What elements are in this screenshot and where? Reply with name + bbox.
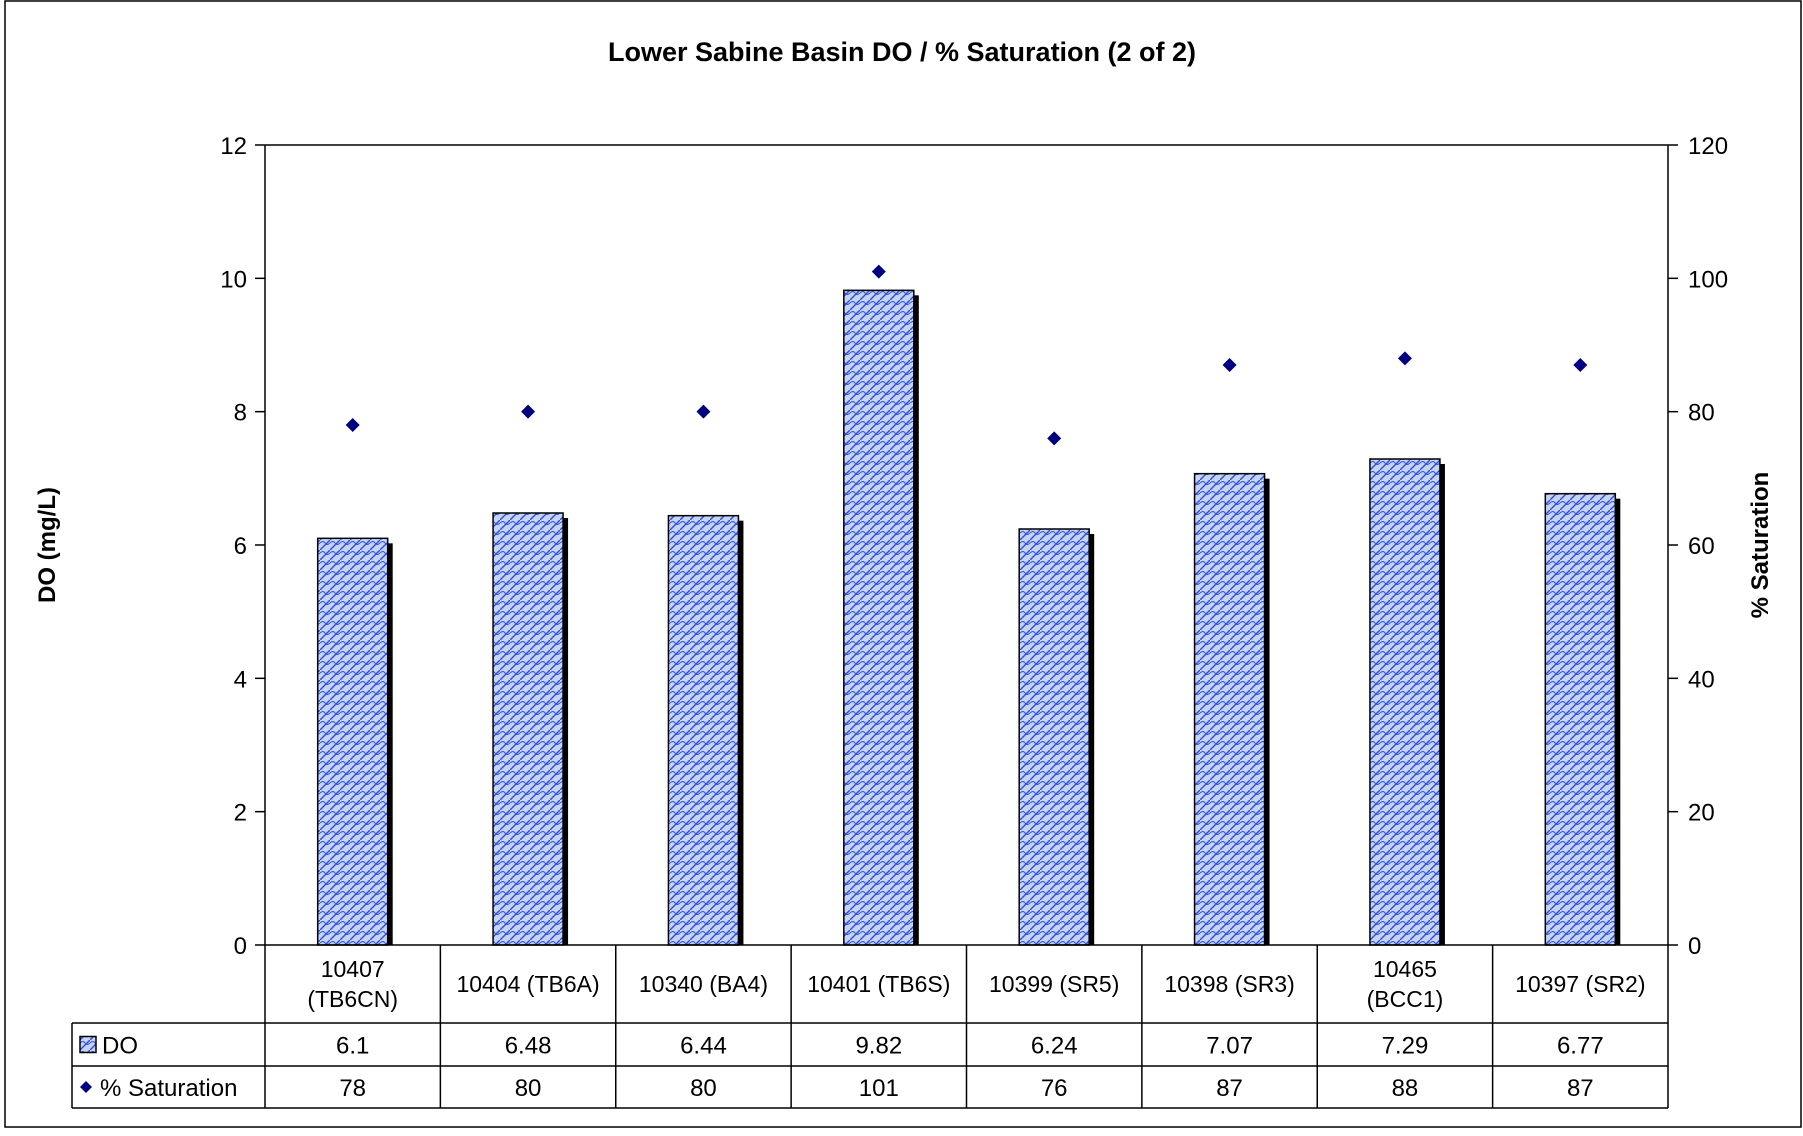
legend-label-do: DO (102, 1033, 138, 1060)
table-value-do: 6.24 (1031, 1033, 1078, 1060)
y-tick-label-right: 120 (1688, 133, 1728, 160)
category-label: 10404 (TB6A) (456, 971, 599, 997)
category-label: (BCC1) (1367, 986, 1444, 1012)
bar-do (843, 289, 915, 946)
table-value-do: 7.07 (1206, 1033, 1253, 1060)
marker-saturation (521, 404, 536, 419)
table-value-saturation: 80 (515, 1075, 542, 1102)
y-tick-label-left: 12 (220, 133, 247, 160)
y-tick-label-left: 8 (234, 400, 247, 427)
y-axis-title-right: % Saturation (1747, 472, 1774, 619)
table-value-saturation: 80 (690, 1075, 717, 1102)
y-tick-label-left: 10 (220, 266, 247, 293)
table-value-do: 6.1 (336, 1033, 369, 1060)
marker-saturation (1047, 431, 1062, 446)
marker-saturation (1573, 358, 1588, 372)
category-label: 10407 (321, 956, 385, 982)
chart-title: Lower Sabine Basin DO / % Saturation (2 … (608, 37, 1196, 67)
table-value-do: 6.77 (1557, 1033, 1604, 1060)
y-tick-label-right: 20 (1688, 800, 1715, 827)
marker-saturation (345, 418, 360, 432)
legend-marker-saturation (80, 1081, 92, 1093)
y-tick-label-right: 40 (1688, 666, 1715, 693)
y-tick-label-left: 0 (234, 933, 247, 960)
marker-saturation (871, 264, 886, 279)
y-tick-label-right: 60 (1688, 533, 1715, 560)
category-label: 10401 (TB6S) (807, 971, 950, 997)
y-tick-label-right: 100 (1688, 266, 1728, 293)
y-axis-title-left: DO (mg/L) (34, 487, 61, 603)
legend-label-saturation: % Saturation (100, 1075, 237, 1102)
table-value-saturation: 87 (1567, 1075, 1594, 1102)
y-tick-label-left: 4 (234, 666, 247, 693)
legend-swatch-do (79, 1035, 97, 1054)
table-value-saturation: 101 (859, 1075, 899, 1102)
marker-saturation (1222, 358, 1237, 372)
table-value-do: 7.29 (1382, 1033, 1429, 1060)
bar-do (1544, 492, 1617, 946)
y-tick-label-right: 0 (1688, 933, 1701, 960)
table-value-do: 6.44 (680, 1033, 727, 1060)
bar-do (667, 514, 740, 946)
bar-do (1018, 528, 1090, 946)
table-value-saturation: 87 (1216, 1075, 1243, 1102)
bar-do (492, 512, 564, 946)
category-label: (TB6CN) (307, 986, 398, 1012)
table-value-saturation: 88 (1392, 1075, 1419, 1102)
marker-saturation (1397, 351, 1412, 366)
category-label: 10397 (SR2) (1515, 971, 1645, 997)
category-label: 10398 (SR3) (1164, 971, 1294, 997)
marker-saturation (696, 404, 711, 419)
table-value-do: 9.82 (855, 1033, 902, 1060)
bar-do (316, 537, 389, 946)
table-value-saturation: 78 (339, 1075, 366, 1102)
bar-do (1369, 458, 1441, 946)
table-value-do: 6.48 (505, 1033, 552, 1060)
bar-do (1193, 472, 1266, 946)
table-value-saturation: 76 (1041, 1075, 1068, 1102)
y-tick-label-right: 80 (1688, 400, 1715, 427)
category-label: 10465 (1373, 956, 1437, 982)
y-tick-label-left: 2 (234, 800, 247, 827)
category-label: 10340 (BA4) (639, 971, 768, 997)
category-label: 10399 (SR5) (989, 971, 1119, 997)
y-tick-label-left: 6 (234, 533, 247, 560)
